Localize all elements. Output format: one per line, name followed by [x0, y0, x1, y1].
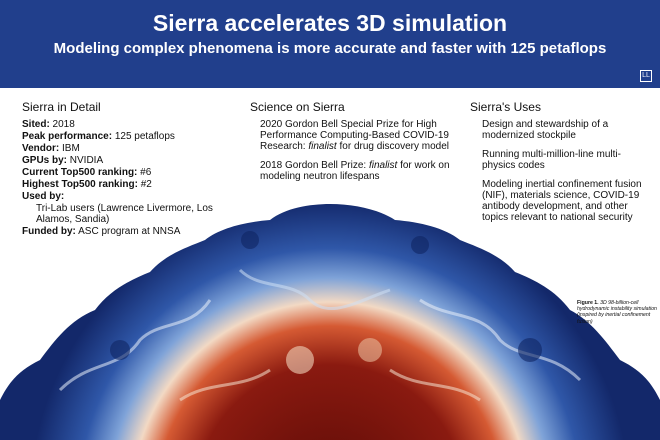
- simulation-image: [0, 200, 660, 440]
- page-title: Sierra accelerates 3D simulation: [152, 10, 508, 36]
- sierra-in-detail-section: Sierra in Detail Sited: 2018 Peak perfor…: [22, 100, 232, 238]
- figure-caption: Figure 1. 3D 98-billion-cell hydrodynami…: [577, 300, 657, 325]
- lab-logo: LL: [640, 70, 652, 82]
- use-item: Design and stewardship of a modernized s…: [482, 119, 609, 141]
- sierras-uses-section: Sierra's Uses Design and stewardship of …: [470, 100, 650, 231]
- sited-row: Sited: 2018: [22, 119, 75, 130]
- gpus-row: GPUs by: NVIDIA: [22, 155, 104, 166]
- peak-performance-row: Peak performance: 125 petaflops: [22, 131, 175, 142]
- highest-ranking-row: Highest Top500 ranking: #2: [22, 179, 152, 190]
- funded-by-row: Funded by: ASC program at NNSA: [22, 226, 181, 237]
- title-banner: [0, 0, 660, 88]
- current-ranking-row: Current Top500 ranking: #6: [22, 167, 152, 178]
- science-on-sierra-section: Science on Sierra 2020 Gordon Bell Speci…: [250, 100, 450, 190]
- used-by-value: Tri-Lab users (Lawrence Livermore, Los A…: [36, 203, 213, 225]
- gordon-bell-2018-item: 2018 Gordon Bell Prize: finalist for wor…: [260, 160, 450, 182]
- detail-heading: Sierra in Detail: [22, 100, 101, 114]
- instability-simulation-graphic: [0, 204, 660, 440]
- used-by-row: Used by:: [22, 191, 65, 202]
- use-item: Modeling inertial confinement fusion (NI…: [482, 179, 642, 223]
- use-item: Running multi-million-line multi-physics…: [482, 149, 621, 171]
- science-heading: Science on Sierra: [250, 100, 345, 114]
- gordon-bell-2020-item: 2020 Gordon Bell Special Prize for High …: [260, 119, 449, 152]
- vendor-row: Vendor: IBM: [22, 143, 80, 154]
- page-subtitle: Modeling complex phenomena is more accur…: [53, 40, 607, 57]
- uses-heading: Sierra's Uses: [470, 100, 541, 114]
